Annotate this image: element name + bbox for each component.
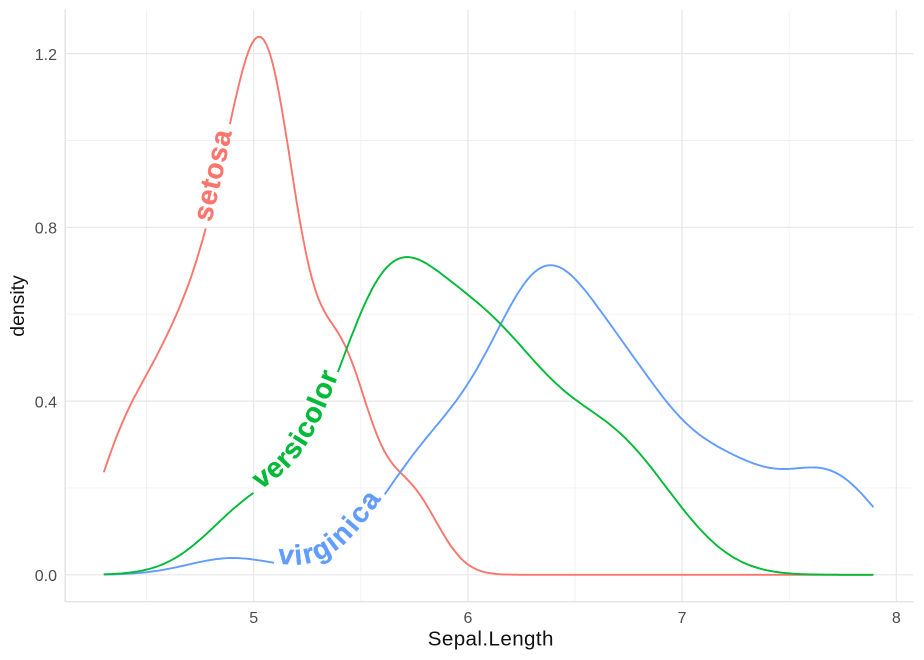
svg-text:8: 8 <box>892 610 901 627</box>
svg-text:0.8: 0.8 <box>35 221 57 238</box>
svg-text:5: 5 <box>249 610 258 627</box>
svg-text:versicolor: versicolor <box>246 365 344 495</box>
svg-text:Sepal.Length: Sepal.Length <box>428 628 554 651</box>
svg-text:0.0: 0.0 <box>35 568 57 585</box>
svg-text:virginica: virginica <box>277 483 387 571</box>
svg-text:1.2: 1.2 <box>35 47 57 64</box>
svg-text:0.4: 0.4 <box>35 394 57 411</box>
svg-text:7: 7 <box>678 610 687 627</box>
svg-text:6: 6 <box>463 610 472 627</box>
svg-text:density: density <box>7 275 29 337</box>
